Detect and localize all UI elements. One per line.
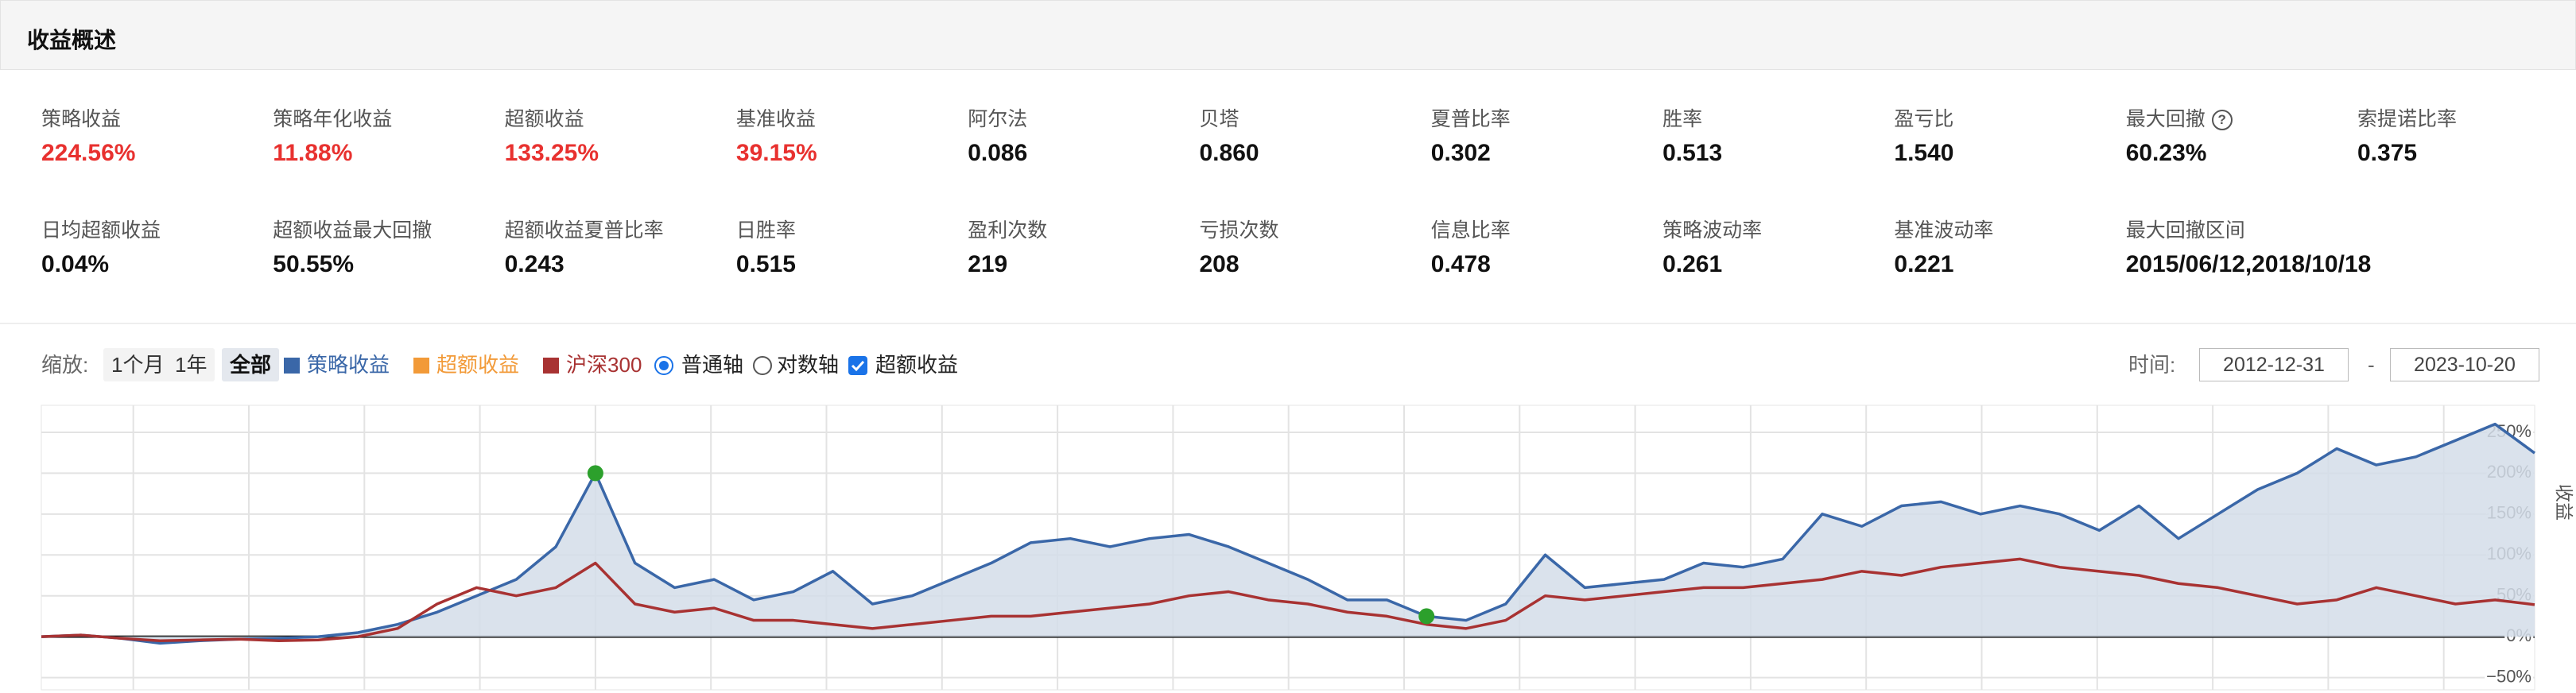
start-date-input[interactable]: 2012-12-31 — [2199, 348, 2349, 381]
metric-value: 50.55% — [273, 251, 355, 277]
metric-label: 超额收益夏普比率 — [504, 219, 664, 242]
zoom-button[interactable]: 1个月 — [103, 348, 173, 381]
metric-value: 11.88% — [273, 140, 353, 166]
metric-label: 索提诺比率 — [2357, 108, 2458, 130]
y-axis-label: 收益 — [2554, 484, 2574, 521]
metric-label: 胜率 — [1662, 108, 1703, 130]
legend-swatch[interactable] — [284, 358, 300, 374]
metric-value: 0.243 — [504, 251, 564, 277]
metric-value: 133.25% — [504, 140, 599, 166]
metric-label: 最大回撤? — [2126, 103, 2233, 132]
line — [41, 422, 2536, 645]
metric-value: 0.478 — [1430, 251, 1491, 277]
checkbox-checked[interactable] — [848, 355, 868, 376]
metric-value: 60.23% — [2125, 140, 2207, 166]
legend-label[interactable]: 沪深300 — [566, 353, 642, 377]
metric-label: 日胜率 — [735, 219, 796, 242]
radio-checked[interactable] — [654, 355, 674, 376]
drawdown-marker — [587, 465, 603, 482]
checkbox-label[interactable]: 超额收益 — [875, 353, 959, 377]
metric-label: 策略波动率 — [1662, 219, 1763, 242]
zoom-button[interactable]: 1年 — [167, 348, 215, 381]
line — [41, 557, 2535, 643]
metric-value: 0.515 — [735, 251, 796, 277]
radio[interactable] — [752, 355, 773, 376]
radio-label[interactable]: 对数轴 — [777, 353, 840, 377]
metric-value: 208 — [1199, 251, 1240, 277]
y-tick-label: −50% — [2486, 666, 2531, 686]
metric-value: 219 — [968, 251, 1008, 277]
metric-value: 0.086 — [968, 140, 1028, 166]
drawdown-marker — [1418, 608, 1435, 625]
metric-value: 0.375 — [2357, 140, 2418, 166]
end-date-input[interactable]: 2023-10-20 — [2390, 348, 2539, 381]
zoom-button[interactable]: 全部 — [222, 348, 280, 381]
metric-value: 0.860 — [1199, 140, 1259, 166]
metric-value: 39.15% — [735, 140, 817, 166]
metric-label: 阿尔法 — [968, 108, 1028, 130]
time-label: 时间: — [2128, 353, 2176, 377]
help-icon[interactable]: ? — [2211, 110, 2233, 131]
legend-label[interactable]: 超额收益 — [436, 353, 520, 377]
metric-label: 信息比率 — [1430, 219, 1511, 242]
chart: −50%0%50%100%150%200%250%收益 — [41, 405, 2574, 691]
metric-label: 贝塔 — [1199, 108, 1240, 130]
metric-label: 超额收益 — [504, 108, 584, 130]
area — [41, 424, 2535, 644]
metric-label: 亏损次数 — [1199, 219, 1279, 242]
header: 收益概述 — [0, 0, 2576, 70]
metric-value: 0.302 — [1430, 140, 1491, 166]
metric-label: 超额收益最大回撤 — [273, 219, 433, 242]
legend-label[interactable]: 策略收益 — [307, 353, 390, 377]
metric-value: 224.56% — [41, 140, 136, 166]
metric-label: 日均超额收益 — [41, 219, 161, 242]
metric-label: 盈利次数 — [968, 219, 1048, 242]
date-separator: - — [2368, 353, 2375, 377]
metric-value: 0.513 — [1662, 140, 1723, 166]
metric-value: 0.04% — [41, 251, 110, 277]
metric-value: 0.221 — [1894, 251, 1954, 277]
metric-label: 基准波动率 — [1894, 219, 1994, 242]
metric-value: 2015/06/12,2018/10/18 — [2125, 251, 2372, 277]
divider — [0, 323, 2576, 324]
metric-label: 策略收益 — [41, 108, 122, 130]
metric-label: 基准收益 — [735, 108, 816, 130]
metric-label: 夏普比率 — [1430, 108, 1511, 130]
legend-swatch[interactable] — [413, 358, 430, 374]
metric-value: 1.540 — [1894, 140, 1954, 166]
legend-swatch[interactable] — [543, 358, 560, 374]
metric-label: 盈亏比 — [1894, 108, 1954, 130]
metric-value: 0.261 — [1662, 251, 1723, 277]
radio-label[interactable]: 普通轴 — [681, 353, 744, 377]
metric-label: 最大回撤区间 — [2125, 219, 2245, 242]
section-title: 收益概述 — [27, 28, 117, 52]
zoom-label: 缩放: — [41, 353, 89, 377]
metric-label: 策略年化收益 — [273, 108, 393, 130]
